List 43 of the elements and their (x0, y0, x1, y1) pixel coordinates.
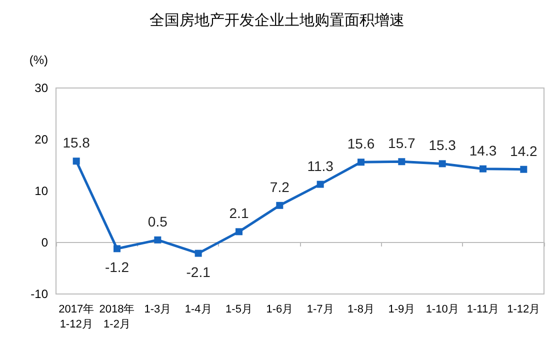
y-tick-label: -10 (30, 287, 48, 301)
x-tick-label: 1-5月 (226, 304, 252, 316)
data-label: 2.1 (229, 205, 249, 222)
point (398, 158, 406, 166)
data-label: -2.1 (186, 264, 211, 280)
point (194, 250, 202, 257)
point (276, 202, 284, 209)
data-label: 14.2 (510, 142, 538, 159)
x-tick-label: 1-4月 (184, 304, 212, 316)
data-label: 7.2 (270, 178, 290, 195)
x-tick-label: 2018年 1-2月 (99, 304, 135, 330)
x-tick-label: 2017年 1-12月 (58, 304, 94, 330)
y-tick-label: 0 (41, 236, 48, 250)
point (358, 158, 364, 166)
y-axis-title: (%) (29, 53, 48, 67)
x-tick-label: 1-12月 (507, 304, 540, 316)
data-label: 15.8 (62, 134, 90, 151)
y-tick-label: 10 (34, 184, 48, 198)
data-label: 11.3 (307, 158, 334, 174)
x-tick-label: 1-9月 (388, 304, 416, 316)
point (316, 180, 324, 188)
data-label: 15.3 (428, 137, 456, 154)
data-label: 14.3 (469, 142, 497, 158)
x-tick-label: 1-6月 (266, 304, 294, 316)
point (154, 236, 162, 244)
x-tick-label: 1-8月 (348, 304, 374, 316)
data-label: 15.7 (388, 135, 416, 152)
data-label: 15.6 (347, 136, 375, 152)
point (72, 158, 80, 165)
point (236, 228, 242, 236)
x-tick-label: 1-7月 (306, 304, 334, 316)
point (480, 165, 486, 172)
x-tick-label: 1-3月 (144, 304, 172, 316)
point (438, 160, 446, 168)
data-label: -1.2 (104, 259, 130, 276)
x-tick-label: 1-10月 (426, 304, 459, 316)
y-tick-label: 30 (34, 81, 48, 95)
point (114, 245, 120, 252)
x-tick-label: 1-11月 (466, 304, 500, 316)
y-tick-label: 20 (34, 132, 48, 146)
chart-title: 全国房地产开发企业土地购置面积增速 (150, 12, 404, 29)
point (520, 166, 528, 173)
data-label: 0.5 (148, 213, 168, 230)
